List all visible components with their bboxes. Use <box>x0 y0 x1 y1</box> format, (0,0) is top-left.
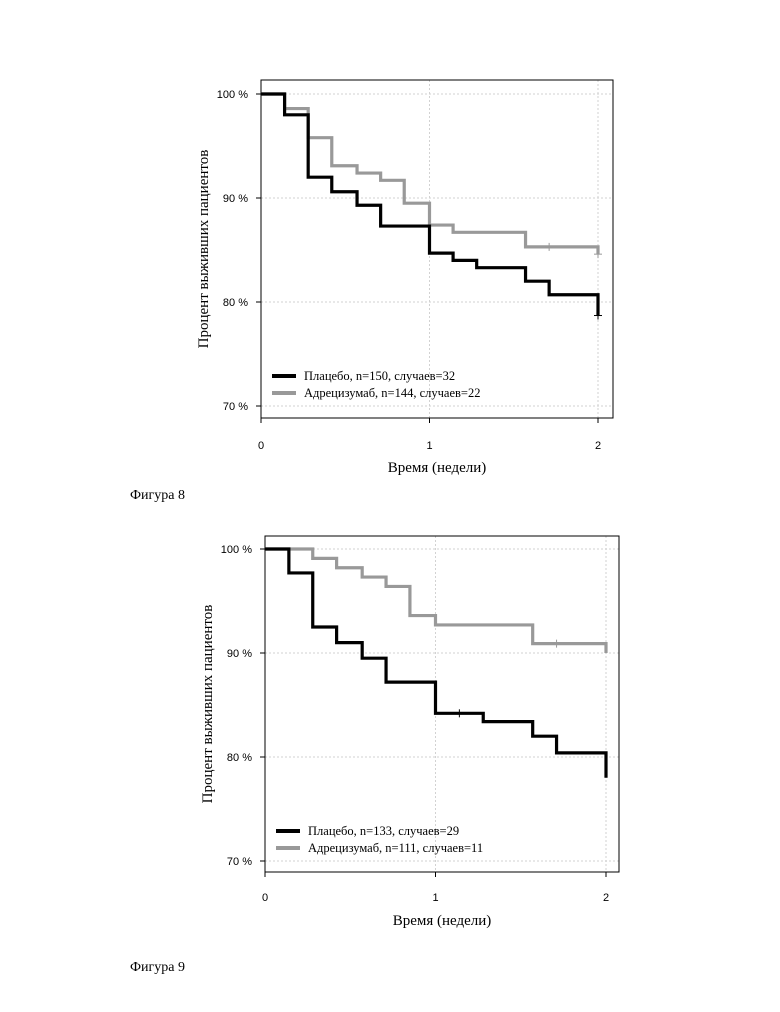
survival-curve-placebo <box>265 549 606 778</box>
x-tick-label: 0 <box>262 892 268 904</box>
y-tick-label: 90 % <box>227 648 252 660</box>
plot-frame <box>265 536 619 872</box>
x-tick-label: 2 <box>603 892 609 904</box>
figure-caption: Фигура 9 <box>130 960 185 976</box>
y-tick-label: 70 % <box>227 856 252 868</box>
y-tick-label: 100 % <box>221 544 252 556</box>
y-axis-label: Процент выживших пациентов <box>200 605 216 804</box>
legend-label: Адрецизумаб, n=111, случаев=11 <box>308 841 483 855</box>
y-tick-label: 80 % <box>227 752 252 764</box>
legend-label: Плацебо, n=133, случаев=29 <box>308 824 459 838</box>
x-axis-label: Время (недели) <box>393 913 492 929</box>
x-tick-label: 1 <box>432 892 438 904</box>
